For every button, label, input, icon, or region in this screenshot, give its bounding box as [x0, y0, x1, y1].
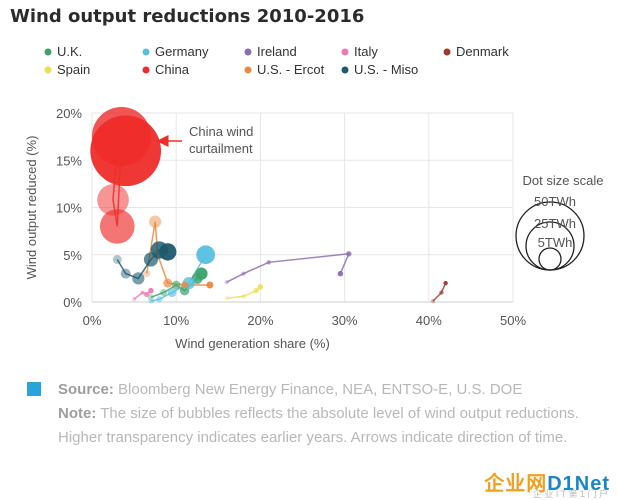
legend-marker	[341, 48, 349, 56]
annotation-text: curtailment	[189, 141, 253, 156]
x-tick-label: 20%	[247, 313, 273, 328]
legend-marker	[44, 48, 52, 56]
legend-label: Ireland	[257, 44, 297, 59]
legend-label: U.S. - Ercot	[257, 62, 325, 77]
x-tick-label: 10%	[163, 313, 189, 328]
y-tick-label: 15%	[56, 153, 82, 168]
size-legend-label: 5TWh	[538, 235, 573, 250]
y-tick-label: 0%	[63, 295, 82, 310]
data-point	[160, 289, 168, 297]
data-point	[241, 294, 246, 299]
data-point	[181, 281, 189, 289]
watermark-net: D1Net	[547, 473, 610, 495]
legend-marker	[244, 66, 252, 74]
source-label: Source:	[58, 381, 114, 398]
legend-marker	[142, 48, 150, 56]
data-point	[149, 215, 162, 228]
watermark-sub: 企 业 I T 第 1 门 户	[532, 489, 608, 499]
data-point	[97, 184, 129, 216]
source-note: Source: Bloomberg New Energy Finance, NE…	[58, 378, 608, 450]
data-point	[140, 290, 145, 295]
data-point	[257, 284, 264, 290]
x-tick-label: 50%	[500, 313, 526, 328]
source-line: Source: Bloomberg New Energy Finance, NE…	[58, 378, 608, 402]
data-point	[253, 287, 259, 294]
watermark-main: 企业网	[484, 473, 548, 495]
data-point	[430, 298, 436, 304]
data-point	[266, 260, 272, 265]
legend-label: Italy	[354, 44, 378, 59]
data-point	[148, 298, 154, 304]
data-point	[196, 245, 216, 265]
data-point	[143, 270, 151, 278]
source-text: Bloomberg New Energy Finance, NEA, ENTSO…	[113, 381, 523, 398]
data-point	[90, 115, 162, 187]
y-tick-label: 10%	[56, 201, 82, 216]
legend-label: China	[155, 62, 190, 77]
legend-label: U.K.	[57, 44, 82, 59]
data-point	[159, 243, 177, 261]
legend-label: Spain	[57, 62, 90, 77]
data-point	[163, 278, 173, 288]
series-path	[226, 252, 350, 283]
y-tick-label: 5%	[63, 248, 82, 263]
data-point	[346, 251, 352, 257]
data-point	[147, 294, 155, 301]
data-point	[120, 268, 131, 279]
size-legend-circle	[538, 247, 562, 271]
legend-marker	[443, 48, 451, 56]
x-tick-label: 40%	[416, 313, 442, 328]
data-point	[132, 272, 145, 285]
data-point	[337, 270, 344, 277]
data-point	[99, 209, 135, 244]
x-tick-label: 30%	[332, 313, 358, 328]
size-legend-title: Dot size scale	[523, 173, 604, 188]
data-point	[143, 291, 150, 298]
legend-label: Germany	[155, 44, 209, 59]
data-point	[131, 296, 137, 302]
source-marker	[27, 382, 41, 396]
data-point	[443, 280, 448, 286]
y-tick-label: 20%	[56, 106, 82, 121]
data-point	[224, 295, 229, 301]
annotation-text: China wind	[189, 124, 253, 139]
watermark-logo: 企业网D1Net	[484, 467, 610, 496]
note-text: The size of bubbles reflects the absolut…	[58, 405, 579, 446]
legend-marker	[44, 66, 52, 74]
series-path	[226, 286, 261, 299]
legend-marker	[341, 66, 349, 74]
data-point	[148, 287, 154, 294]
x-axis-label: Wind generation share (%)	[175, 336, 330, 351]
size-legend-label: 50TWh	[534, 194, 576, 209]
data-point	[439, 290, 444, 295]
data-point	[167, 288, 177, 298]
legend-label: U.S. - Miso	[354, 62, 418, 77]
note-line: Note: The size of bubbles reflects the a…	[58, 402, 608, 450]
legend-marker	[142, 66, 150, 74]
data-point	[195, 267, 208, 280]
data-point	[156, 296, 163, 303]
data-point	[171, 280, 181, 290]
data-point	[206, 281, 214, 289]
legend-marker	[244, 48, 252, 56]
y-axis-label: Wind output reduced (%)	[24, 136, 39, 280]
data-point	[112, 255, 122, 264]
legend-label: Denmark	[456, 44, 509, 59]
size-legend-label: 25TWh	[534, 216, 576, 231]
note-label: Note:	[58, 405, 97, 422]
data-point	[241, 271, 246, 276]
x-tick-label: 0%	[83, 313, 102, 328]
chart-title: Wind output reductions 2010-2016	[10, 6, 365, 27]
scatter-chart: U.K. Germany Ireland Italy Denmark Spain China…	[24, 44, 604, 351]
data-point	[224, 279, 229, 285]
